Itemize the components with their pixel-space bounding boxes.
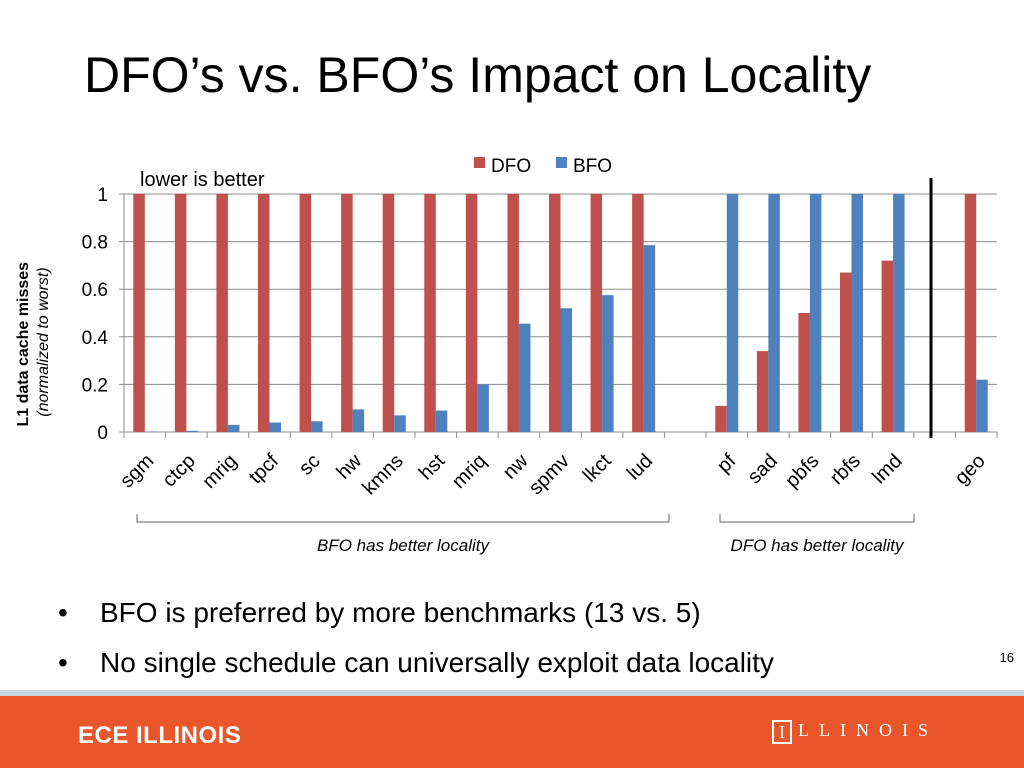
page-number: 16 <box>999 650 1014 665</box>
bar-bfo <box>726 194 739 432</box>
bar-dfo <box>715 405 727 432</box>
ece-illinois-logo: ECE ILLINOIS <box>78 722 242 749</box>
x-tick-label: mriq <box>448 450 491 493</box>
legend-label-bfo: BFO <box>573 156 612 177</box>
bullet-list: • BFO is preferred by more benchmarks (13… <box>58 588 774 688</box>
bar-bfo <box>768 194 780 432</box>
bullet-item: • BFO is preferred by more benchmarks (13… <box>58 588 774 638</box>
footer-bar: ECE ILLINOIS I LLINOIS <box>0 690 1024 768</box>
illinois-wordmark: I LLINOIS <box>772 720 938 744</box>
bar-bfo <box>227 424 240 432</box>
bar-dfo <box>133 194 145 432</box>
y-axis-label: L1 data cache misses <box>15 262 32 427</box>
group-bracket-bfo <box>136 514 670 523</box>
bar-dfo <box>798 313 810 432</box>
bar-dfo <box>341 194 353 432</box>
y-axis: 0 0.2 0.4 0.6 0.8 1 <box>82 185 125 444</box>
bullet-dot: • <box>58 597 68 628</box>
bar-dfo <box>964 194 977 432</box>
x-tick-label: pf <box>713 450 741 478</box>
bar-dfo <box>549 194 561 432</box>
group-bracket-dfo <box>719 514 915 523</box>
y-tick-label: 0.4 <box>82 328 109 349</box>
legend-swatch-bfo <box>556 157 567 168</box>
y-axis-title: L1 data cache misses (normalized to wors… <box>15 258 52 427</box>
x-tick-label: sc <box>295 450 325 480</box>
bullet-text: BFO is preferred by more benchmarks (13 … <box>100 597 701 628</box>
x-tick-label: sad <box>744 450 782 488</box>
bar-dfo <box>424 194 436 432</box>
bar-bfo <box>893 194 905 432</box>
x-tick-label: hw <box>333 450 367 484</box>
x-tick-label: hst <box>415 450 450 485</box>
svg-text:L1 data cache misses (no: L1 data cache misses (normalized to wors… <box>15 258 52 427</box>
bar-dfo <box>216 194 228 432</box>
legend: DFO BFO <box>474 156 612 177</box>
group-label-dfo: DFO has better locality <box>731 536 905 555</box>
x-tick-label: rbfs <box>826 450 865 489</box>
x-tick-label: lkct <box>579 450 616 487</box>
bar-bfo <box>809 194 822 432</box>
x-tick-label: tpcf <box>245 450 284 489</box>
bar-bfo <box>269 422 281 432</box>
bar-bfo <box>394 415 406 432</box>
bar-dfo <box>840 272 852 432</box>
bar-dfo <box>590 194 603 432</box>
bar-bfo <box>976 379 988 432</box>
x-axis <box>123 431 998 438</box>
bar-dfo <box>465 194 478 432</box>
bar-bfo <box>560 308 572 432</box>
x-tick-label: sgm <box>116 450 158 492</box>
bar-bfo <box>851 194 863 432</box>
bar-bfo <box>518 323 531 432</box>
x-tick-label: pbfs <box>781 450 823 492</box>
bar-dfo <box>258 194 270 432</box>
y-tick-label: 0.2 <box>82 375 108 396</box>
illinois-wordmark-text: LLINOIS <box>798 720 938 741</box>
bar-dfo <box>881 260 894 432</box>
bar-dfo <box>174 194 187 432</box>
bar-bfo <box>477 384 489 432</box>
x-tick-label: ctcp <box>158 450 199 491</box>
lower-is-better-note: lower is better <box>140 169 265 191</box>
y-tick-label: 0.8 <box>82 233 108 254</box>
bar-bfo <box>144 431 157 433</box>
bullet-dot: • <box>58 647 68 678</box>
bar-bfo <box>311 421 323 432</box>
bars <box>133 194 988 433</box>
legend-swatch-dfo <box>474 157 485 168</box>
bullet-text: No single schedule can universally explo… <box>100 647 774 678</box>
y-tick-label: 1 <box>97 185 108 206</box>
x-tick-label: kmns <box>358 450 407 499</box>
bar-bfo <box>352 409 365 432</box>
bar-dfo <box>507 194 519 432</box>
slide-title: DFO’s vs. BFO’s Impact on Locality <box>84 47 872 103</box>
x-tick-label: lud <box>623 450 657 484</box>
illinois-i-mark-icon: I <box>772 720 792 744</box>
x-tick-label: spmv <box>525 450 574 499</box>
x-tick-label: mrig <box>198 450 241 493</box>
bullet-item: • No single schedule can universally expl… <box>58 638 774 688</box>
y-tick-label: 0 <box>97 423 108 444</box>
bar-dfo <box>299 194 312 432</box>
legend-label-dfo: DFO <box>491 156 531 177</box>
bar-bfo <box>602 295 614 432</box>
x-tick-label: lmd <box>868 450 906 488</box>
bar-bfo <box>186 430 198 432</box>
y-axis-sublabel: normalized to worst <box>35 272 52 411</box>
group-label-bfo: BFO has better locality <box>317 536 490 555</box>
y-tick-label: 0.6 <box>82 280 108 301</box>
bar-dfo <box>632 194 644 432</box>
bar-dfo <box>382 194 395 432</box>
x-tick-label: geo <box>951 450 990 489</box>
bar-dfo <box>756 351 769 432</box>
bar-bfo <box>435 410 448 432</box>
x-tick-label: nw <box>499 450 533 484</box>
bar-bfo <box>643 245 656 432</box>
